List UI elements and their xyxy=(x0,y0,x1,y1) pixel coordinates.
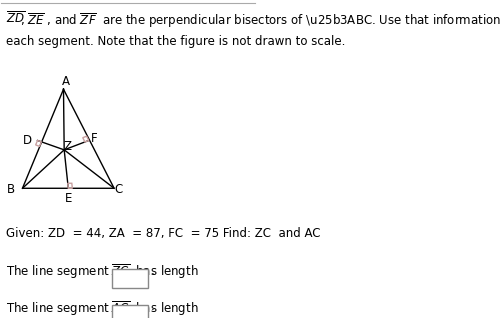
Text: .: . xyxy=(150,300,154,313)
Text: each segment. Note that the figure is not drawn to scale.: each segment. Note that the figure is no… xyxy=(6,35,346,47)
Text: The line segment $\overline{AC}$  has length: The line segment $\overline{AC}$ has len… xyxy=(6,299,199,318)
Text: $\overline{ZD}$: $\overline{ZD}$ xyxy=(6,11,26,26)
Text: , $\overline{ZE}$ , and $\overline{ZF}$  are the perpendicular bisectors of \u25: , $\overline{ZE}$ , and $\overline{ZF}$ … xyxy=(20,11,500,30)
Text: .: . xyxy=(150,264,154,277)
Text: C: C xyxy=(114,183,123,196)
Text: F: F xyxy=(91,132,98,145)
Text: D: D xyxy=(24,134,32,147)
Text: Given: ZD  = 44, ZA  = 87, FC  = 75 Find: ZC  and AC: Given: ZD = 44, ZA = 87, FC = 75 Find: Z… xyxy=(6,227,321,241)
Text: B: B xyxy=(7,183,15,196)
Text: E: E xyxy=(64,192,72,205)
FancyBboxPatch shape xyxy=(112,269,148,288)
Text: The line segment $\overline{ZC}$  has length: The line segment $\overline{ZC}$ has len… xyxy=(6,262,199,281)
Text: A: A xyxy=(62,75,70,88)
Text: Z: Z xyxy=(63,140,71,152)
FancyBboxPatch shape xyxy=(112,305,148,323)
